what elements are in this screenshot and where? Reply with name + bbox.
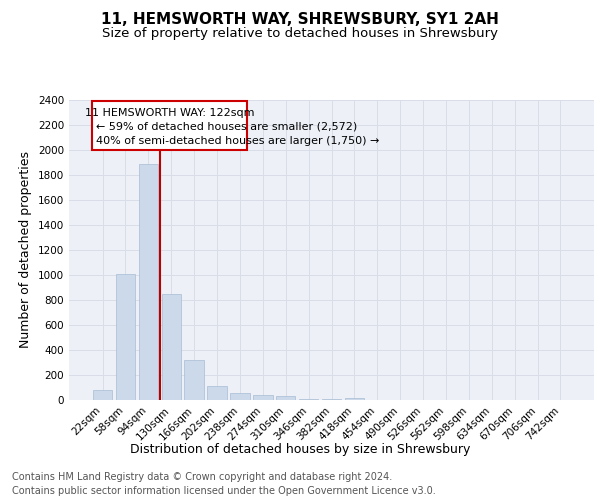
FancyBboxPatch shape xyxy=(92,100,247,150)
Bar xyxy=(322,399,341,400)
Bar xyxy=(344,398,364,400)
Bar xyxy=(208,386,227,400)
Bar xyxy=(276,396,295,400)
Text: 11, HEMSWORTH WAY, SHREWSBURY, SY1 2AH: 11, HEMSWORTH WAY, SHREWSBURY, SY1 2AH xyxy=(101,12,499,28)
Text: ← 59% of detached houses are smaller (2,572): ← 59% of detached houses are smaller (2,… xyxy=(96,122,357,132)
Bar xyxy=(139,164,158,400)
Text: Contains HM Land Registry data © Crown copyright and database right 2024.: Contains HM Land Registry data © Crown c… xyxy=(12,472,392,482)
Bar xyxy=(116,274,135,400)
Bar xyxy=(230,393,250,400)
Bar xyxy=(93,390,112,400)
Bar xyxy=(299,399,319,400)
Text: Distribution of detached houses by size in Shrewsbury: Distribution of detached houses by size … xyxy=(130,442,470,456)
Text: 11 HEMSWORTH WAY: 122sqm: 11 HEMSWORTH WAY: 122sqm xyxy=(85,108,254,118)
Text: 40% of semi-detached houses are larger (1,750) →: 40% of semi-detached houses are larger (… xyxy=(96,136,379,146)
Text: Size of property relative to detached houses in Shrewsbury: Size of property relative to detached ho… xyxy=(102,28,498,40)
Text: Contains public sector information licensed under the Open Government Licence v3: Contains public sector information licen… xyxy=(12,486,436,496)
Bar xyxy=(161,294,181,400)
Bar xyxy=(184,360,204,400)
Bar xyxy=(253,395,272,400)
Y-axis label: Number of detached properties: Number of detached properties xyxy=(19,152,32,348)
